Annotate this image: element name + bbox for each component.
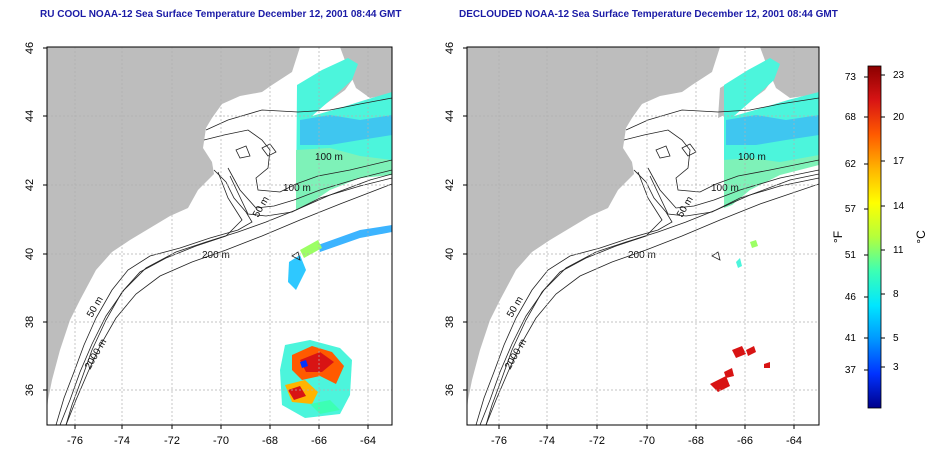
sst-fragment: [736, 258, 742, 268]
bathymetry-contours: [55, 97, 392, 425]
colorbar-gradient: [867, 65, 882, 409]
sst-mid-patch: [300, 115, 392, 145]
bathymetry-contours: [475, 97, 819, 425]
x-tick-label: -76: [491, 435, 507, 447]
x-tick-label: -70: [639, 435, 655, 447]
fahrenheit-tick: 68: [845, 112, 857, 123]
colorbar: 73 68 62 57 51 46 41 37 23 20 17 14 11 8…: [831, 65, 928, 409]
x-tick-label: -76: [67, 435, 83, 447]
land-mass: [47, 47, 300, 410]
contour-label: 100 m: [283, 183, 311, 194]
y-tick-label: 44: [444, 110, 456, 122]
celsius-tick: 20: [893, 112, 905, 123]
sst-shelf-water-patch: [724, 155, 819, 208]
y-tick-label: 42: [444, 179, 456, 191]
left-map-title: RU COOL NOAA-12 Sea Surface Temperature …: [40, 9, 402, 20]
y-tick-label: 36: [24, 384, 36, 396]
y-tick-label: 38: [24, 316, 36, 328]
celsius-tick: 17: [893, 156, 905, 167]
sst-warm-eddy: [710, 346, 770, 392]
celsius-axis-label: °C: [914, 230, 928, 244]
celsius-tick: 14: [893, 201, 905, 212]
y-tick-label: 46: [444, 42, 456, 54]
x-tick-label: -64: [360, 435, 376, 447]
x-tick-label: -68: [688, 435, 704, 447]
fahrenheit-tick: 37: [845, 365, 857, 376]
sst-patch-south: [288, 255, 306, 290]
celsius-tick: 5: [893, 333, 899, 344]
canada-land: [760, 47, 819, 98]
left-map-panel: 100 m 100 m 50 m 200 m 50 m 2000 m -76 -: [24, 42, 393, 447]
celsius-tick: 23: [893, 70, 905, 81]
fahrenheit-tick: 73: [845, 72, 857, 83]
contour-label: 200 m: [202, 250, 230, 261]
y-tick-label: 38: [444, 316, 456, 328]
map-grid: [467, 47, 819, 425]
x-tick-label: -72: [589, 435, 605, 447]
contour-label: 100 m: [315, 152, 343, 163]
sst-streak: [318, 225, 392, 252]
y-tick-label: 46: [24, 42, 36, 54]
contour-label: 100 m: [711, 183, 739, 194]
sst-streak-green: [300, 240, 322, 258]
x-tick-label: -64: [786, 435, 802, 447]
right-map-title: DECLOUDED NOAA-12 Sea Surface Temperatur…: [459, 9, 838, 20]
y-tick-label: 40: [444, 248, 456, 260]
celsius-tick: 8: [893, 289, 899, 300]
fahrenheit-tick: 62: [845, 159, 857, 170]
land-mass: [467, 47, 720, 410]
map-grid: [47, 47, 392, 425]
x-tick-label: -70: [213, 435, 229, 447]
x-tick-label: -66: [311, 435, 327, 447]
contour-label: 100 m: [738, 152, 766, 163]
right-map-panel: 100 m 100 m 50 m 200 m 50 m 2000 m -76 -…: [444, 42, 820, 447]
canada-land: [340, 47, 392, 98]
y-tick-label: 42: [24, 179, 36, 191]
contour-label: 200 m: [628, 250, 656, 261]
celsius-tick: 11: [893, 245, 904, 256]
fahrenheit-tick: 41: [845, 333, 857, 344]
sst-warm-eddy: [280, 340, 352, 418]
fahrenheit-tick: 57: [845, 204, 857, 215]
sst-mid-patch: [726, 115, 819, 145]
y-tick-label: 40: [24, 248, 36, 260]
y-tick-label: 36: [444, 384, 456, 396]
fahrenheit-tick: 51: [845, 250, 857, 261]
fahrenheit-axis-label: °F: [831, 231, 845, 243]
fahrenheit-tick: 46: [845, 292, 857, 303]
y-tick-label: 44: [24, 110, 36, 122]
x-tick-label: -72: [164, 435, 180, 447]
x-tick-label: -74: [114, 435, 130, 447]
x-tick-label: -66: [737, 435, 753, 447]
celsius-tick: 3: [893, 362, 899, 373]
sst-fragment: [750, 240, 758, 248]
x-tick-label: -74: [539, 435, 555, 447]
x-tick-label: -68: [262, 435, 278, 447]
